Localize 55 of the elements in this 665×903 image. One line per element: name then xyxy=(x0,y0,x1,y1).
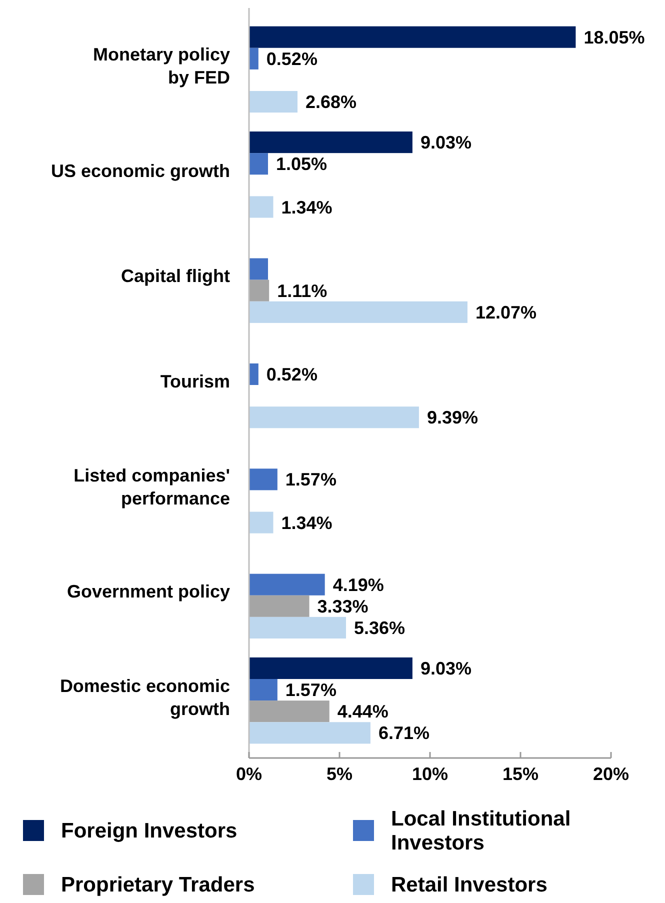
data-label: 4.44% xyxy=(337,702,388,722)
y-tick-label: Listed companies' performance xyxy=(74,465,230,508)
bar xyxy=(249,280,270,302)
bar xyxy=(249,196,274,218)
bar xyxy=(249,91,298,113)
bar xyxy=(249,679,278,701)
bar xyxy=(249,301,468,323)
data-label: 9.39% xyxy=(426,408,478,428)
data-label: 0.52% xyxy=(266,364,318,385)
data-label: 9.03% xyxy=(420,658,472,679)
legend-label: Retail Investors xyxy=(391,873,548,896)
x-tick-label: 20% xyxy=(592,764,630,784)
bar xyxy=(249,153,268,175)
x-tick-label: 15% xyxy=(502,764,539,784)
y-tick-label: US economic growth xyxy=(50,160,230,181)
data-label: 4.19% xyxy=(332,574,384,595)
bar xyxy=(249,132,412,154)
data-label: 12.07% xyxy=(475,302,537,322)
bar xyxy=(249,722,370,744)
bar xyxy=(249,700,330,722)
data-label: 6.71% xyxy=(378,723,430,744)
data-label: 1.05% xyxy=(276,154,328,174)
bar xyxy=(249,574,325,596)
data-label: 3.33% xyxy=(317,596,368,616)
data-label: 18.05% xyxy=(584,27,645,48)
data-label: 1.57% xyxy=(285,470,336,490)
y-tick-label: Domestic economic growth xyxy=(60,676,230,719)
bar xyxy=(249,512,274,534)
x-tick-label: 5% xyxy=(326,764,353,784)
data-label: 5.36% xyxy=(354,618,406,638)
data-label: 2.68% xyxy=(306,92,357,112)
bar xyxy=(249,406,419,428)
bar xyxy=(249,468,278,490)
data-label: 1.11% xyxy=(277,280,328,301)
y-tick-label: Government policy xyxy=(66,582,230,602)
bar xyxy=(249,26,576,48)
data-label: 0.52% xyxy=(266,48,318,69)
x-tick-label: 0% xyxy=(236,764,262,784)
bar xyxy=(249,657,412,679)
bar xyxy=(249,595,310,617)
data-label: 1.34% xyxy=(281,512,332,533)
y-tick-label: Monetary policy by FED xyxy=(92,44,230,88)
bar xyxy=(249,363,258,385)
data-label: 1.34% xyxy=(281,197,332,218)
bar xyxy=(249,616,346,638)
bar xyxy=(249,48,258,70)
legend-label: Proprietary Traders xyxy=(61,873,255,896)
data-label: 9.03% xyxy=(420,132,472,153)
y-tick-label: Capital flight xyxy=(121,266,230,286)
x-tick-label: 10% xyxy=(412,764,448,784)
y-tick-label: Tourism xyxy=(160,371,230,392)
data-label: 1.57% xyxy=(285,680,336,700)
legend-label: Local Institutional Investors xyxy=(391,807,571,854)
bar xyxy=(249,258,268,280)
legend-label: Foreign Investors xyxy=(61,819,238,842)
